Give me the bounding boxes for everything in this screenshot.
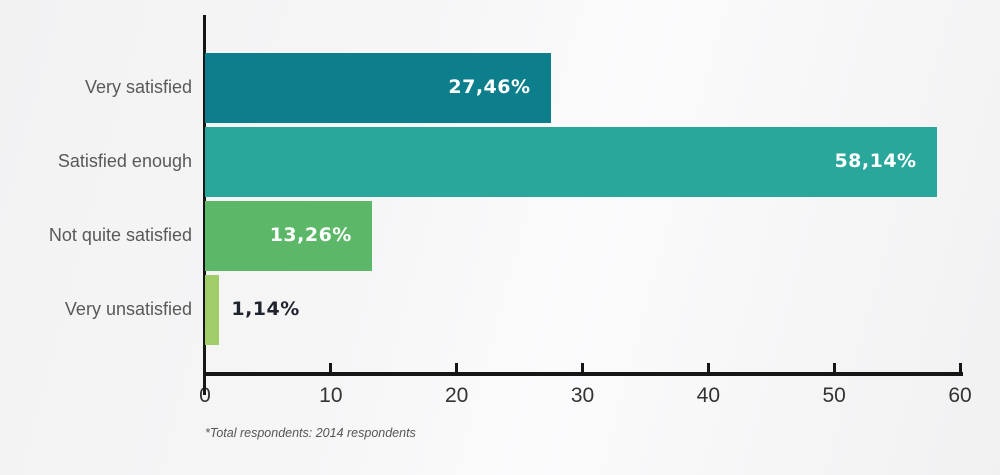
bar-row: Very satisfied 27,46% <box>0 53 1000 123</box>
bar-value-label: 1,14% <box>231 298 300 320</box>
x-axis-tick-label: 40 <box>696 384 720 407</box>
bar-row: Satisfied enough 58,14% <box>0 127 1000 197</box>
x-axis-tick <box>958 363 962 372</box>
bar <box>205 201 372 271</box>
y-axis-line <box>203 15 206 395</box>
x-axis-tick-label: 50 <box>822 384 846 407</box>
x-axis-tick <box>706 363 710 372</box>
x-axis-tick <box>329 363 333 372</box>
chart-footnote: *Total respondents: 2014 respondents <box>205 426 416 440</box>
x-axis-tick-label: 0 <box>199 384 211 407</box>
x-axis-line <box>203 372 963 376</box>
x-axis-tick-label: 60 <box>948 384 972 407</box>
category-label: Very unsatisfied <box>64 299 192 319</box>
bar <box>205 53 551 123</box>
bar-value-label: 27,46% <box>448 76 531 98</box>
x-axis-tick <box>581 363 584 372</box>
x-axis-tick <box>455 363 459 372</box>
x-axis-tick-label: 10 <box>319 384 343 407</box>
bar-row: Not quite satisfied 13,26% <box>0 201 1000 271</box>
bar-value-label: 13,26% <box>269 224 352 246</box>
x-axis-tick-label: 20 <box>444 384 469 407</box>
category-label: Not quite satisfied <box>48 225 192 245</box>
category-label: Satisfied enough <box>57 151 192 171</box>
bar <box>205 127 937 197</box>
x-axis-tick <box>832 363 836 372</box>
bar-value-label: 58,14% <box>834 150 917 172</box>
x-axis-tick-label: 30 <box>570 384 595 407</box>
bar <box>205 275 220 345</box>
category-label: Very satisfied <box>84 77 192 97</box>
bar-row: Very unsatisfied 1,14% <box>0 275 1000 345</box>
